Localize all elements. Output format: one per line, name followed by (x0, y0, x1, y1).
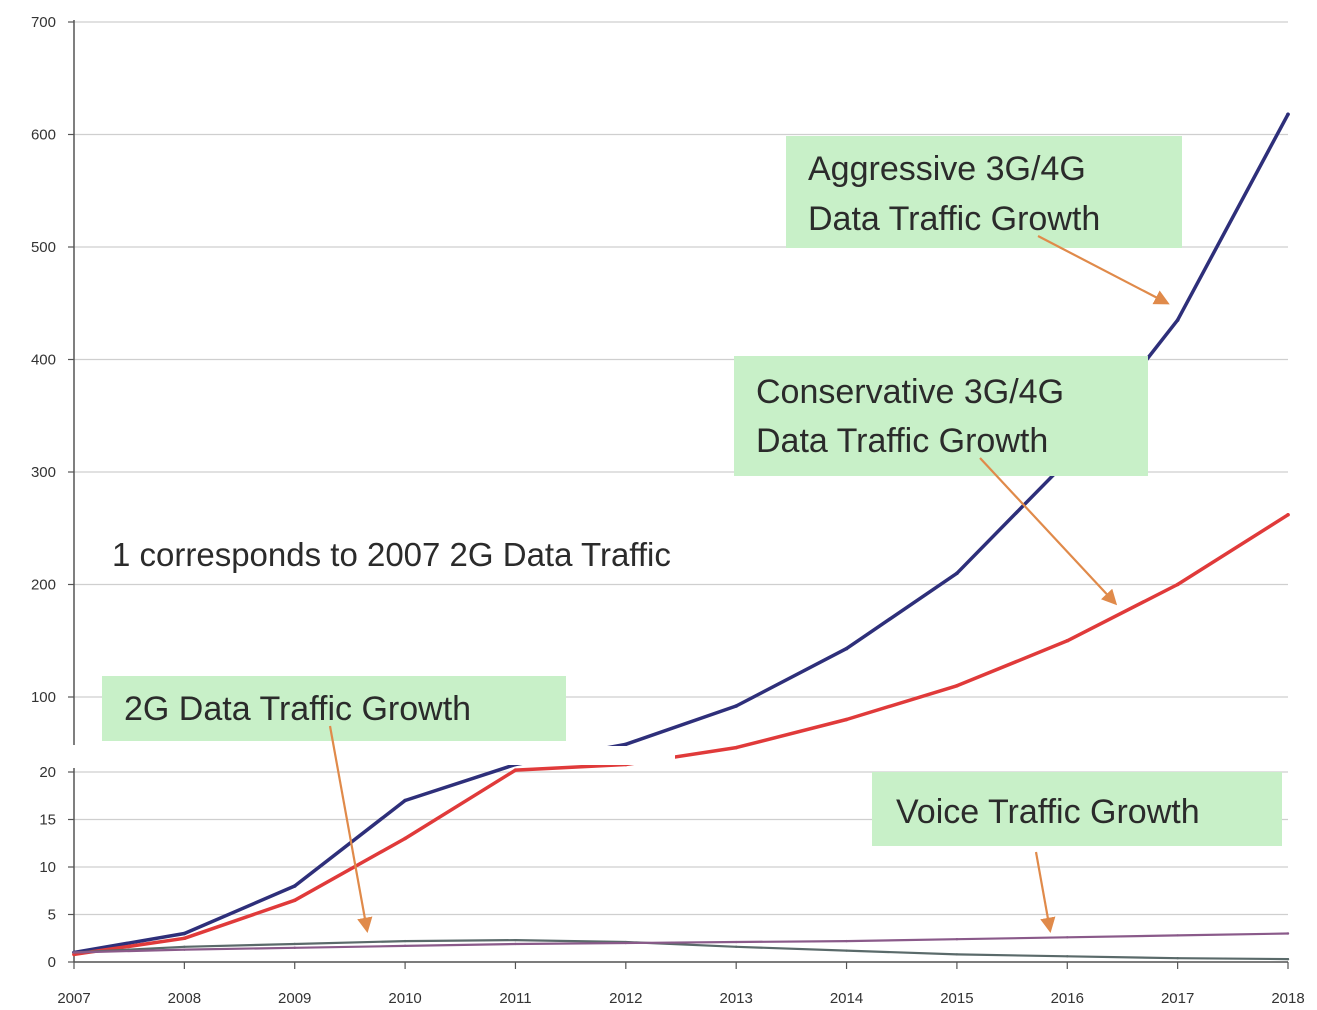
series-3-point (293, 942, 296, 946)
series-1-point (955, 571, 959, 576)
annotation-box-2 (734, 356, 1148, 476)
series-line-3 (72, 938, 1290, 961)
y-tick-label: 200 (31, 577, 56, 594)
series-2-point (403, 836, 407, 841)
y-tick-label: 500 (31, 239, 56, 256)
y-tick-label: 20 (39, 764, 56, 781)
series-1-point (292, 884, 297, 888)
annotation-box-4 (872, 772, 1282, 846)
series-3-point (1286, 957, 1290, 961)
annotation-label: Conservative 3G/4G (756, 373, 1064, 411)
series-4-point (183, 948, 186, 951)
annotation-box-1 (786, 136, 1182, 248)
series-3-point (955, 953, 959, 956)
series-4-point (1176, 934, 1179, 937)
y-tick-label: 100 (31, 689, 56, 706)
y-tick-label: 600 (31, 127, 56, 144)
x-tick-label: 2018 (1271, 990, 1304, 1007)
series-3-point (734, 945, 738, 948)
series-2-point (182, 936, 187, 941)
x-tick-label: 2010 (388, 990, 421, 1007)
series-4-point (734, 940, 738, 944)
series-3-point (1176, 957, 1179, 960)
series-1-point (844, 646, 849, 651)
annotation-arrow-1 (1037, 235, 1170, 305)
axis-break-gap (75, 746, 225, 767)
series-4-point (624, 941, 628, 945)
series-2-point (1065, 638, 1070, 643)
grid-layer (74, 21, 1288, 963)
series-2-point (955, 683, 959, 688)
x-tick-label: 2014 (830, 990, 863, 1007)
y-tick-label: 15 (39, 812, 56, 829)
series-4-point (293, 946, 296, 949)
annotation-arrow-3 (328, 725, 373, 934)
y-tick-label: 10 (39, 859, 56, 876)
series-4-point (955, 938, 959, 941)
y-tick-label: 5 (48, 907, 56, 924)
x-tick-label: 2015 (940, 990, 973, 1007)
scale-note: 1 corresponds to 2007 2G Data Traffic (112, 536, 671, 573)
series-3-point (514, 938, 517, 942)
axis-layer: 100 200 300 400 500 600 700 0 5 10 15 20 2007 2008 200… (31, 14, 1305, 1007)
series-2-point (734, 745, 738, 750)
annotation-label: Data Traffic Growth (756, 422, 1048, 460)
x-tick-label: 2016 (1051, 990, 1084, 1007)
series-1-point (624, 742, 628, 747)
series-3-point (1066, 955, 1069, 958)
annotation-label: Voice Traffic Growth (896, 793, 1200, 831)
series-2-point (1175, 582, 1180, 587)
x-tick-label: 2017 (1161, 990, 1194, 1007)
series-line-4 (72, 932, 1290, 954)
x-tick-label: 2009 (278, 990, 311, 1007)
y-tick-label: 300 (31, 464, 56, 481)
annotation-box-3 (102, 676, 566, 741)
x-tick-label: 2013 (719, 990, 752, 1007)
annotation-label: Aggressive 3G/4G (808, 150, 1086, 188)
series-2-point (844, 717, 849, 722)
series-3-point (845, 949, 848, 952)
annotation-arrow-4 (1034, 851, 1056, 934)
series-1-point (182, 931, 187, 936)
series-2-point (513, 768, 518, 772)
series-2-point (1286, 512, 1290, 517)
series-4-point (514, 942, 517, 946)
annotation-arrow-2 (979, 457, 1118, 606)
y-tick-label: 0 (48, 954, 56, 971)
series-1-point (1286, 112, 1290, 117)
series-3-point (403, 939, 407, 943)
y-tick-label: 400 (31, 352, 56, 369)
series-4-point (72, 951, 76, 954)
series-4-point (1066, 936, 1069, 939)
series-3-point (183, 945, 186, 948)
series-4-point (403, 944, 407, 948)
series-4-point (845, 939, 848, 943)
y-tick-label: 700 (31, 14, 56, 31)
annotation-label: Data Traffic Growth (808, 200, 1100, 238)
annotation-layer: 1 corresponds to 2007 2G Data Traffic Agg… (102, 136, 1282, 934)
x-tick-label: 2012 (609, 990, 642, 1007)
x-tick-label: 2008 (168, 990, 201, 1007)
series-1-point (403, 798, 407, 803)
series-1-point (1175, 318, 1180, 322)
x-tick-label: 2011 (499, 990, 531, 1007)
series-1-point (734, 704, 738, 708)
axis-break-gap (495, 746, 675, 765)
series-4-point (1286, 932, 1290, 935)
annotation-label: 2G Data Traffic Growth (124, 690, 471, 728)
series-line-2 (72, 513, 1290, 957)
x-tick-label: 2007 (57, 990, 90, 1007)
series-2-point (292, 898, 297, 903)
